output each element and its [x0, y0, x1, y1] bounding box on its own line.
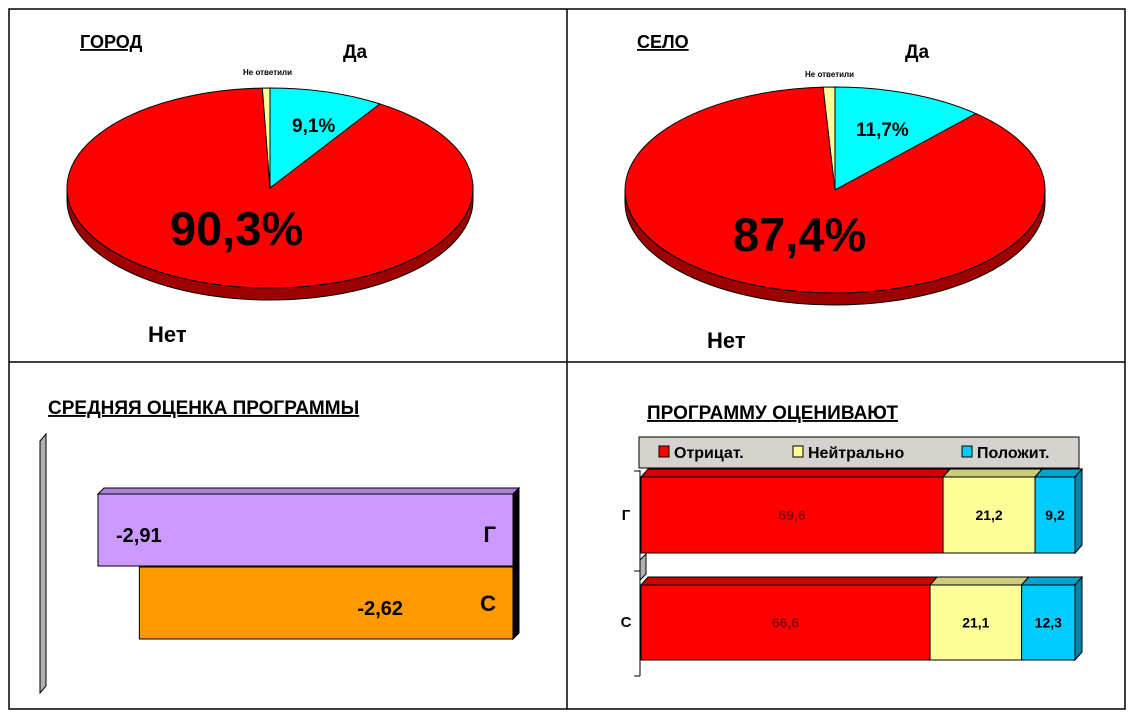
pie-slice — [261, 87, 271, 189]
slice-value-label: 90,3% — [170, 202, 303, 255]
stacked-bar-segment — [1033, 467, 1084, 555]
bar-face — [138, 566, 514, 640]
bar-side — [512, 486, 520, 568]
segment-top — [639, 576, 939, 586]
segment-value-label: 9,2 — [1045, 507, 1065, 523]
bar-category-label: С — [480, 591, 496, 616]
chart-title: ПРОГРАММУ ОЦЕНИВАЮТ — [647, 403, 898, 424]
segment-value-label: 69,6 — [778, 507, 805, 523]
slice-label: Нет — [148, 322, 187, 347]
legend-label: Отрицат. — [674, 445, 744, 462]
segment-face — [1034, 476, 1076, 554]
slice-value-label: 87,4% — [733, 208, 866, 261]
slice-value-label: 11,7% — [856, 120, 909, 141]
segment-top — [1020, 576, 1084, 586]
segment-face — [942, 476, 1036, 554]
bar-side — [512, 559, 520, 641]
slice-value-label: 9,1% — [292, 116, 335, 137]
slice-label: Не ответили — [805, 70, 854, 79]
legend-label: Нейтрально — [808, 445, 904, 462]
chart-title: СРЕДНЯЯ ОЦЕНКА ПРОГРАММЫ — [48, 398, 359, 419]
segment-value-label: 21,2 — [975, 507, 1002, 523]
slice-label: Да — [905, 42, 930, 63]
segment-value-label: 12,3 — [1035, 615, 1062, 631]
segment-top — [1033, 468, 1084, 478]
pie-slice — [624, 86, 1046, 294]
bar-value-label: -2,91 — [116, 525, 162, 547]
segment-value-label: 21,1 — [962, 615, 989, 631]
stacked-bar-segment — [941, 468, 1044, 554]
segment-face — [1021, 584, 1076, 661]
category-label: С — [621, 614, 632, 631]
stacked-bar-segment — [928, 576, 1030, 661]
bar-value-label: -2,62 — [357, 598, 403, 620]
segment-face — [929, 584, 1023, 661]
segment-face — [640, 584, 931, 661]
pie-title: СЕЛО — [637, 32, 689, 52]
pie-slice — [66, 87, 474, 289]
stacked-bar-segment — [639, 468, 952, 554]
pie-slice — [834, 86, 977, 191]
bar-face — [97, 493, 514, 567]
segment-value-label: 66,6 — [772, 615, 799, 631]
axis-wall — [639, 552, 647, 582]
segment-face — [640, 476, 944, 554]
slice-label: Нет — [707, 328, 746, 353]
segment-top — [941, 468, 1044, 478]
legend-box — [638, 436, 1080, 469]
legend-swatch — [961, 445, 973, 458]
axis-wall — [39, 432, 47, 695]
category-label: Г — [622, 507, 631, 524]
pie-slice — [269, 87, 381, 190]
pie-slice — [822, 86, 836, 191]
legend-label: Положит. — [977, 445, 1049, 462]
bar — [138, 559, 520, 641]
segment-top — [639, 468, 952, 478]
segment-top — [928, 576, 1030, 586]
segment-side — [1074, 575, 1083, 662]
segment-side — [1074, 467, 1083, 555]
stacked-bar-segment — [1020, 575, 1084, 662]
legend-swatch — [792, 445, 804, 458]
bar — [96, 486, 521, 568]
bar-top — [96, 487, 521, 495]
bar-category-label: Г — [484, 522, 497, 547]
slice-label: Да — [343, 42, 368, 63]
pie-title: ГОРОД — [80, 32, 143, 52]
slice-label: Не ответили — [243, 68, 292, 77]
legend-swatch — [658, 445, 670, 458]
